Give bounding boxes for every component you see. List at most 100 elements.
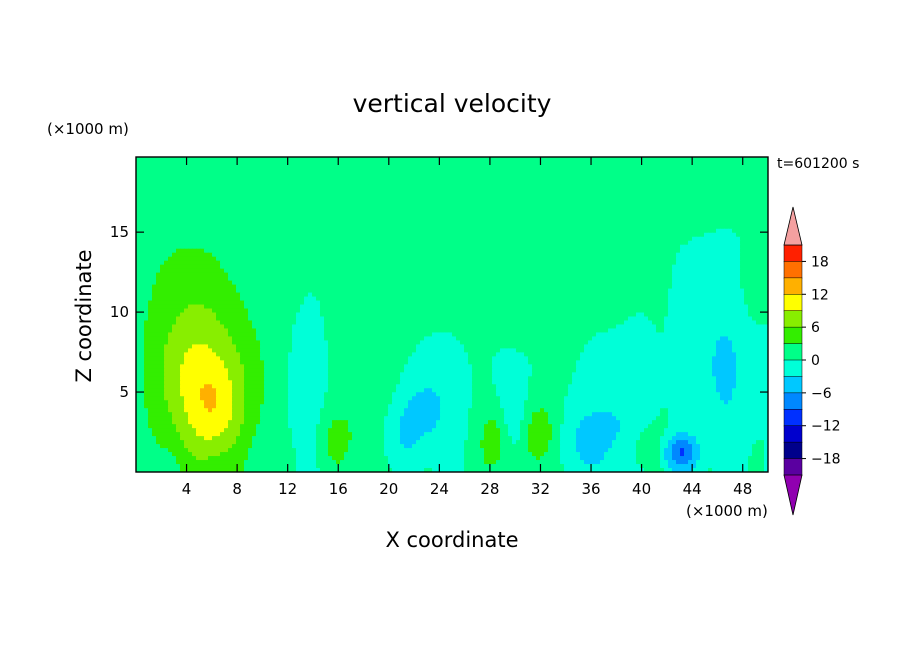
contour-cell xyxy=(420,276,425,282)
contour-cell xyxy=(684,204,689,210)
contour-cell xyxy=(448,216,453,222)
contour-cell xyxy=(312,157,317,162)
contour-cell xyxy=(744,260,749,266)
contour-cell xyxy=(232,192,237,198)
contour-cell xyxy=(512,208,517,214)
contour-cell xyxy=(224,184,229,190)
contour-cell xyxy=(600,157,605,162)
contour-cell xyxy=(180,252,185,258)
contour-cell xyxy=(652,256,657,262)
contour-cell xyxy=(568,212,573,218)
contour-cell xyxy=(396,276,401,282)
contour-cell xyxy=(504,252,509,258)
contour-cell xyxy=(364,264,369,270)
contour-cell xyxy=(200,180,205,186)
contour-cell xyxy=(704,157,709,162)
contour-cell xyxy=(212,188,217,194)
contour-cell xyxy=(508,196,513,202)
contour-cell xyxy=(644,172,649,178)
contour-cell xyxy=(364,240,369,246)
contour-cell xyxy=(308,268,313,274)
contour-cell xyxy=(328,244,333,250)
contour-cell xyxy=(340,160,345,166)
contour-cell xyxy=(572,244,577,250)
contour-cell xyxy=(612,248,617,254)
contour-cell xyxy=(288,164,293,170)
contour-cell xyxy=(208,252,213,258)
contour-cell xyxy=(660,220,665,226)
contour-cell xyxy=(140,268,145,274)
contour-cell xyxy=(340,232,345,238)
contour-cell xyxy=(396,180,401,186)
contour-cell xyxy=(692,180,697,186)
contour-cell xyxy=(592,172,597,178)
contour-cell xyxy=(744,224,749,230)
contour-cell xyxy=(160,268,165,274)
contour-cell xyxy=(568,160,573,166)
contour-cell xyxy=(252,272,257,278)
contour-cell xyxy=(488,176,493,182)
contour-cell xyxy=(316,200,321,206)
contour-cell xyxy=(496,200,501,206)
contour-cell xyxy=(748,268,753,274)
contour-cell xyxy=(748,212,753,218)
contour-cell xyxy=(416,164,421,170)
contour-cell xyxy=(356,200,361,206)
contour-cell xyxy=(196,248,201,254)
contour-cell xyxy=(704,264,709,270)
contour-cell xyxy=(392,220,397,226)
contour-cell xyxy=(676,196,681,202)
contour-cell xyxy=(540,176,545,182)
contour-cell xyxy=(760,248,765,254)
contour-cell xyxy=(284,172,289,178)
contour-cell xyxy=(608,224,613,230)
contour-cell xyxy=(552,188,557,194)
contour-cell xyxy=(664,236,669,242)
contour-cell xyxy=(516,212,521,218)
contour-cell xyxy=(644,256,649,262)
contour-cell xyxy=(468,208,473,214)
contour-cell xyxy=(384,252,389,258)
contour-cell xyxy=(600,160,605,166)
contour-cell xyxy=(280,256,285,262)
contour-cell xyxy=(208,160,213,166)
contour-cell xyxy=(320,160,325,166)
contour-cell xyxy=(176,184,181,190)
contour-cell xyxy=(368,232,373,238)
contour-cell xyxy=(452,220,457,226)
chart-title: vertical velocity xyxy=(353,89,552,118)
contour-cell xyxy=(172,180,177,186)
contour-cell xyxy=(164,212,169,218)
contour-cell xyxy=(488,168,493,174)
contour-cell xyxy=(572,268,577,274)
contour-cell xyxy=(296,236,301,242)
contour-cell xyxy=(476,168,481,174)
contour-cell xyxy=(704,256,709,262)
contour-cell xyxy=(248,240,253,246)
contour-cell xyxy=(548,244,553,250)
contour-cell xyxy=(700,188,705,194)
contour-cell xyxy=(408,252,413,258)
contour-cell xyxy=(628,160,633,166)
contour-cell xyxy=(148,212,153,218)
contour-cell xyxy=(748,184,753,190)
contour-cell xyxy=(664,256,669,262)
contour-field xyxy=(136,157,768,472)
contour-cell xyxy=(264,160,269,166)
contour-cell xyxy=(596,232,601,238)
contour-cell xyxy=(320,260,325,266)
contour-cell xyxy=(620,180,625,186)
contour-cell xyxy=(488,280,493,286)
contour-cell xyxy=(404,157,409,162)
contour-cell xyxy=(188,256,193,262)
contour-cell xyxy=(136,204,141,210)
contour-cell xyxy=(744,176,749,182)
contour-cell xyxy=(580,232,585,238)
contour-cell xyxy=(424,188,429,194)
contour-cell xyxy=(336,220,341,226)
contour-cell xyxy=(404,236,409,242)
contour-cell xyxy=(656,260,661,266)
contour-cell xyxy=(524,276,529,282)
contour-cell xyxy=(704,208,709,214)
contour-cell xyxy=(296,192,301,198)
